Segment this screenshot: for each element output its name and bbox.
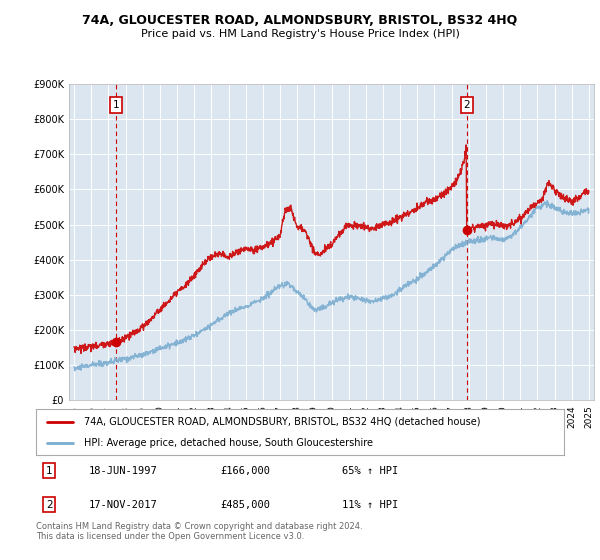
Text: 1: 1 xyxy=(113,100,119,110)
Text: £485,000: £485,000 xyxy=(221,500,271,510)
Text: Price paid vs. HM Land Registry's House Price Index (HPI): Price paid vs. HM Land Registry's House … xyxy=(140,29,460,39)
Text: 11% ↑ HPI: 11% ↑ HPI xyxy=(342,500,398,510)
Text: £166,000: £166,000 xyxy=(221,466,271,476)
Text: 18-JUN-1997: 18-JUN-1997 xyxy=(89,466,158,476)
Text: HPI: Average price, detached house, South Gloucestershire: HPI: Average price, detached house, Sout… xyxy=(83,438,373,448)
Text: 74A, GLOUCESTER ROAD, ALMONDSBURY, BRISTOL, BS32 4HQ (detached house): 74A, GLOUCESTER ROAD, ALMONDSBURY, BRIST… xyxy=(83,417,480,427)
Text: 65% ↑ HPI: 65% ↑ HPI xyxy=(342,466,398,476)
Text: 17-NOV-2017: 17-NOV-2017 xyxy=(89,500,158,510)
Text: 74A, GLOUCESTER ROAD, ALMONDSBURY, BRISTOL, BS32 4HQ: 74A, GLOUCESTER ROAD, ALMONDSBURY, BRIST… xyxy=(82,14,518,27)
Text: 2: 2 xyxy=(463,100,470,110)
Text: 2: 2 xyxy=(46,500,53,510)
Text: Contains HM Land Registry data © Crown copyright and database right 2024.
This d: Contains HM Land Registry data © Crown c… xyxy=(36,522,362,542)
Text: 1: 1 xyxy=(46,466,53,476)
